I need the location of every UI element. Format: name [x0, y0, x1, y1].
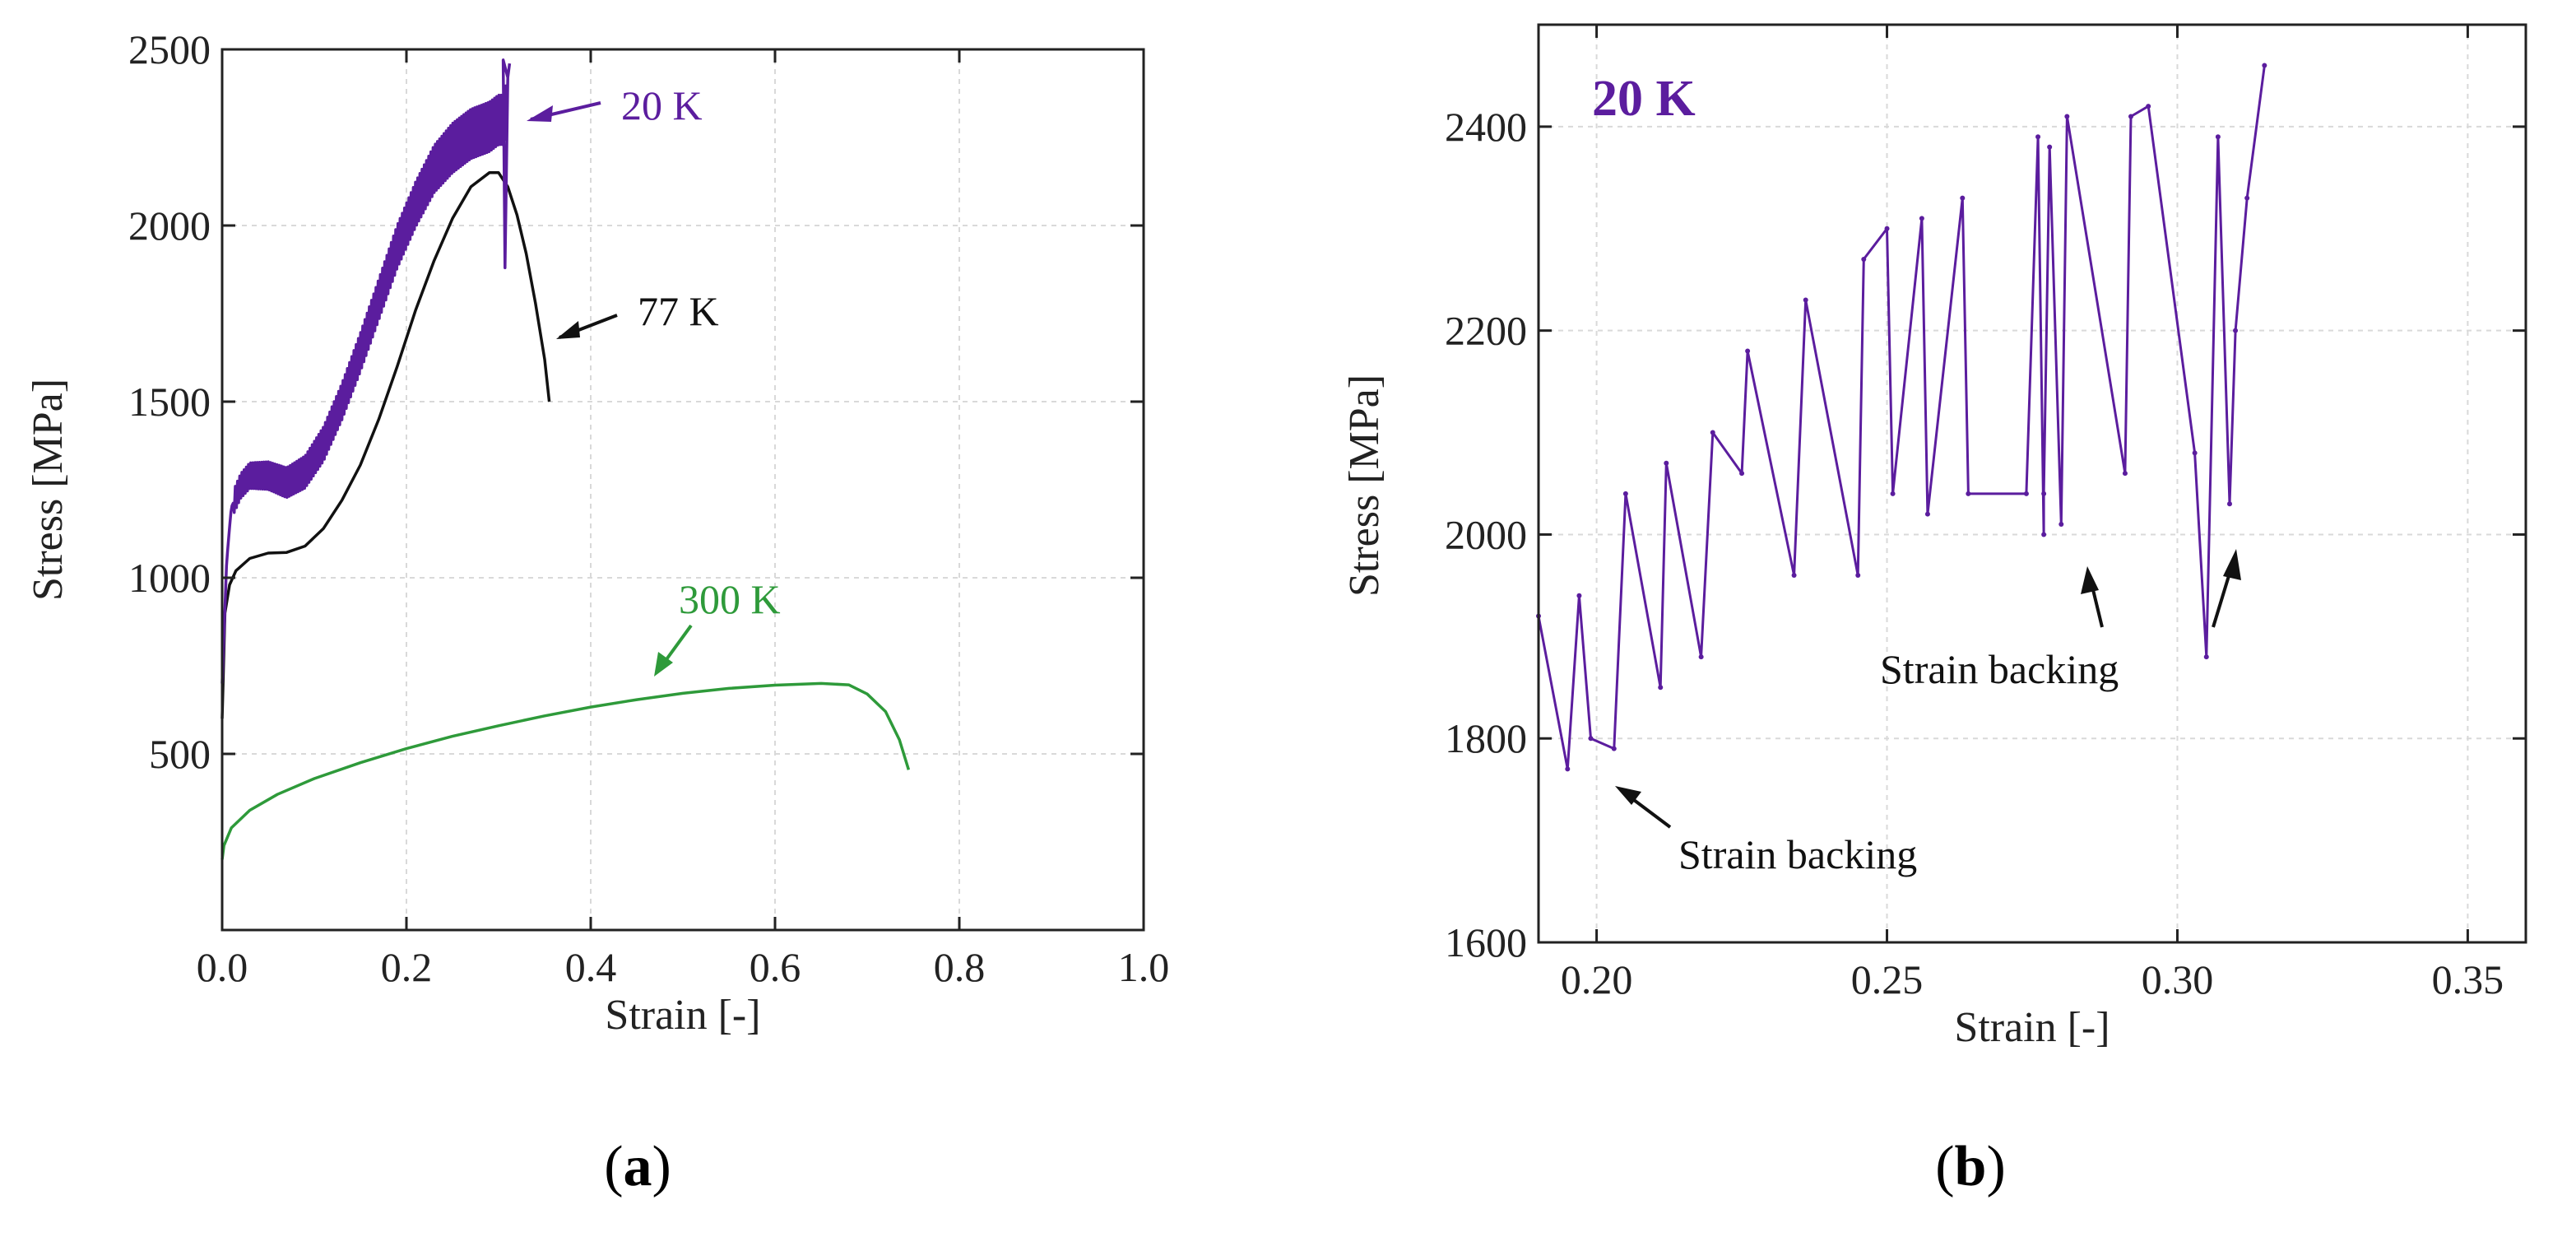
panel-b-series-point	[2064, 114, 2070, 119]
panel-b-annotation-arrowhead-right	[2223, 549, 2241, 580]
panel-a-axes-frame	[220, 48, 1145, 932]
panel-b-series-point	[1924, 511, 1930, 517]
panel-b-series-point	[2047, 144, 2053, 150]
panel-b-series-point	[1745, 348, 1751, 354]
panel-b-series-point	[1803, 297, 1808, 303]
panel-a-x-tick-label: 0.0	[197, 944, 248, 990]
panel-a-annotation-20k: 20 K	[621, 82, 703, 128]
panel-b-series-point	[1658, 685, 1664, 691]
panel-a-caption: (a)	[604, 1135, 671, 1198]
panel-b-x-axis-label: Strain [-]	[1954, 1004, 2110, 1051]
panel-a-x-axis-label: Strain [-]	[605, 992, 760, 1039]
panel-b-series-point	[2122, 471, 2128, 477]
panel-b-series-point	[2244, 195, 2250, 201]
panel-a-y-tick-label: 2000	[128, 202, 211, 249]
panel-b-annotation-strain-backing-1: Strain backing	[1678, 831, 1917, 877]
panel-a-y-tick-label: 1500	[128, 379, 211, 425]
panel-b-series-point	[2227, 501, 2232, 507]
panel-a-annotation-arrowhead-300k	[654, 652, 673, 677]
panel-b-series-point	[1855, 573, 1861, 578]
panel-a-x-tick-label: 0.8	[934, 944, 986, 990]
panel-a-y-tick-label: 1000	[128, 555, 211, 601]
panel-b-grid	[1539, 25, 2526, 943]
panel-a-chart: 0.0 0.2 0.4 0.6 0.8 1.0 500 1000 1500 2000 2500 St…	[25, 26, 1169, 1039]
panel-a-annotation-arrowhead-77k	[556, 321, 580, 339]
panel-b-series-point	[2233, 328, 2239, 333]
panel-b-x-tick-label: 0.30	[2142, 956, 2214, 1002]
panel-a-annotation-77k: 77 K	[638, 288, 719, 334]
panel-b-series-point	[2128, 114, 2133, 119]
panel-b-series-point	[1710, 430, 1715, 435]
panel-b-ticks: 0.20 0.25 0.30 0.35 1600 1800 2000 2200 2400	[1445, 25, 2526, 1002]
panel-b-series-point	[1622, 491, 1628, 496]
panel-b-series-point	[2203, 654, 2209, 660]
panel-a-x-tick-label: 0.2	[381, 944, 433, 990]
panel-b-x-tick-label: 0.20	[1561, 956, 1633, 1002]
panel-a-plot-area	[220, 58, 911, 860]
panel-b-series-point	[1664, 460, 1669, 466]
panel-b-series-point	[2023, 491, 2029, 496]
panel-b-annotation-arrowhead-mid	[2081, 566, 2099, 594]
panel-b-series-point	[1576, 593, 1582, 598]
panel-b-series-point	[2035, 134, 2041, 140]
panel-a-annotation-arrowhead-20k	[527, 105, 553, 122]
panel-a-grid	[221, 49, 1144, 930]
panel-b-annotation-arrowhead-left	[1615, 786, 1641, 805]
panel-a-x-tick-label: 0.6	[750, 944, 801, 990]
panel-b-chart: 0.20 0.25 0.30 0.35 1600 1800 2000 2200 2400 Str…	[1341, 23, 2527, 1051]
panel-b-series-point	[1861, 256, 1867, 262]
panel-b-series-point	[1919, 216, 1924, 221]
panel-b-caption: (b)	[1935, 1135, 2006, 1198]
panel-a-x-tick-label: 0.4	[565, 944, 617, 990]
panel-b-series-point	[2041, 532, 2047, 537]
panel-b-series-point	[1698, 654, 1704, 660]
panel-b-series-point	[1791, 573, 1797, 578]
panel-b-series-point	[1966, 491, 1971, 496]
panel-b-series-point	[2192, 450, 2198, 456]
panel-b-y-tick-label: 1600	[1445, 919, 1527, 965]
panel-a-annotation-300k: 300 K	[679, 576, 781, 622]
panel-b-series-point	[2058, 522, 2064, 528]
panel-b-annotation-strain-backing-2: Strain backing	[1880, 646, 2119, 692]
panel-a-y-tick-label: 500	[149, 731, 211, 777]
panel-b-series-point	[2215, 134, 2221, 140]
panel-b-x-tick-label: 0.25	[1851, 956, 1924, 1002]
panel-a-series-line-20k	[220, 58, 512, 684]
panel-b-series-point	[1960, 195, 1966, 201]
panel-b-x-tick-label: 0.35	[2432, 956, 2504, 1002]
panel-b-y-axis-label: Stress [MPa]	[1341, 374, 1388, 597]
panel-a-y-axis-label: Stress [MPa]	[25, 379, 72, 601]
panel-a-x-tick-label: 1.0	[1118, 944, 1170, 990]
panel-b-series-point	[2146, 104, 2151, 109]
panel-b-y-tick-label: 2200	[1445, 308, 1527, 354]
panel-b-y-tick-label: 2400	[1445, 104, 1527, 150]
panel-b-axes-frame	[1537, 23, 2527, 944]
panel-b-y-tick-label: 1800	[1445, 715, 1527, 761]
panel-b-series-point	[2041, 491, 2047, 496]
panel-b-series-point	[1611, 746, 1617, 751]
panel-b-y-tick-label: 2000	[1445, 511, 1527, 557]
panel-b-series-point	[1884, 226, 1890, 231]
panel-a-series-line-77k	[220, 171, 551, 719]
panel-a-y-tick-label: 2500	[128, 26, 211, 72]
panel-b-series-point	[1588, 736, 1594, 742]
panel-b-title: 20 K	[1592, 71, 1696, 127]
panel-b-series-point	[1739, 471, 1745, 477]
panel-b-series-point	[2262, 63, 2267, 68]
panel-a-caption-letter: a	[624, 1135, 652, 1198]
panel-b-series-point	[1890, 491, 1896, 496]
panel-b-caption-letter: b	[1955, 1135, 1987, 1198]
panel-b-series-point	[1565, 766, 1571, 772]
panel-a-ticks: 0.0 0.2 0.4 0.6 0.8 1.0 500 1000 1500 2000 2500	[128, 26, 1169, 990]
panel-a-series-line-300k	[220, 681, 911, 860]
